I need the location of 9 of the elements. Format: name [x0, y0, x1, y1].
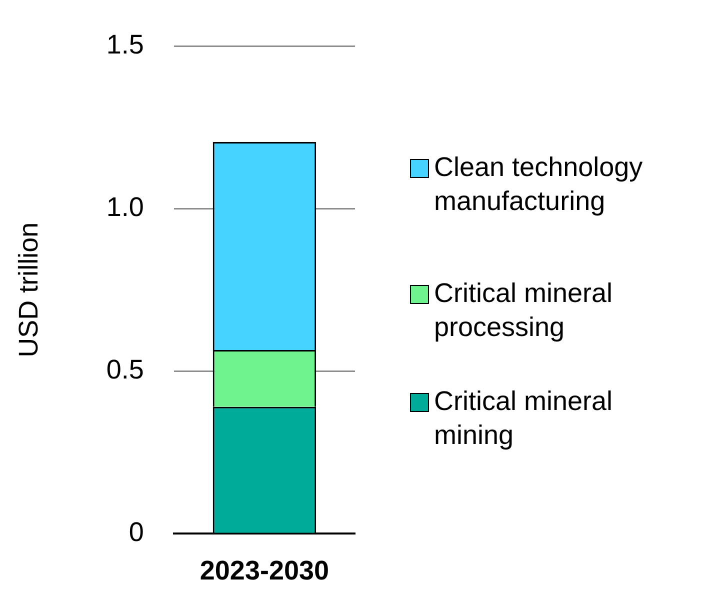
y-tick-label: 0.5: [106, 354, 144, 385]
text: Clean technology manufacturing: [434, 151, 644, 218]
y-tick-label: 0: [128, 517, 144, 548]
y-tick-label: 1.5: [106, 30, 144, 60]
legend-label: Critical mineral processing: [434, 277, 614, 344]
y-tick-label: 1.0: [106, 192, 144, 222]
x-tick-label: 2023-2030: [200, 555, 330, 586]
legend-label: Critical mineral mining: [434, 385, 614, 452]
y-axis-title: USD trillion: [14, 222, 44, 358]
